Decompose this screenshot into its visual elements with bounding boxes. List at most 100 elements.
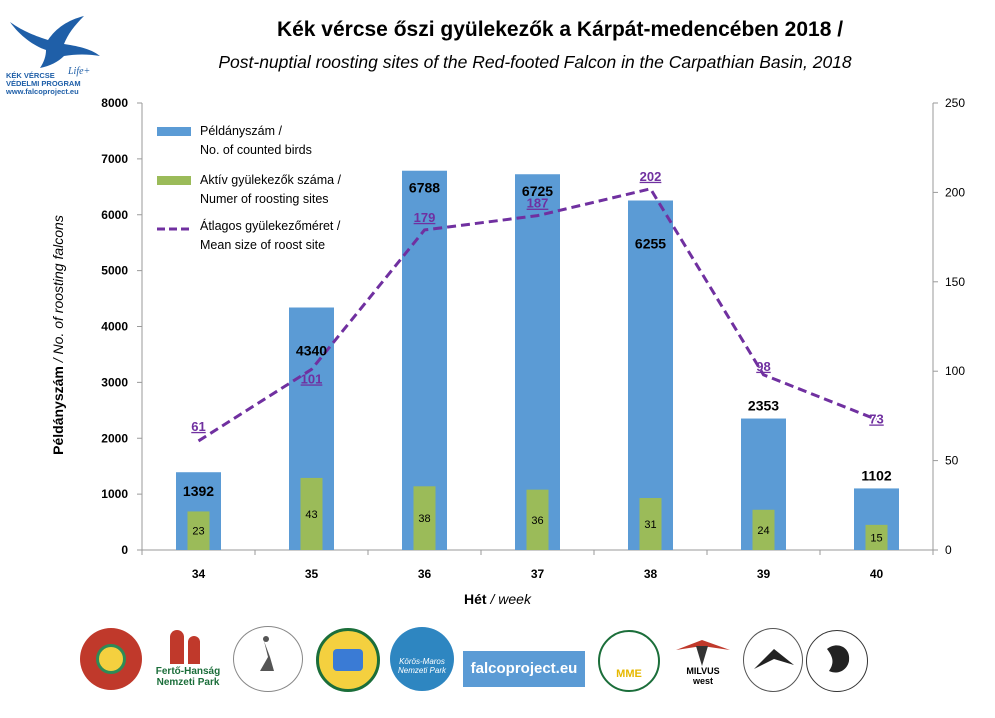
data-labels-group: 1392 4340 6788 6725 6255 2353 1102 23 43 38 36 31 24… xyxy=(183,169,892,545)
milvus-west-logo: MILVUS west xyxy=(672,630,734,692)
mme-text: MME xyxy=(616,668,642,680)
logo-life-text: Life+ xyxy=(67,66,90,77)
koros-maros-nemzeti-park-logo: Körös-Maros Nemzeti Park xyxy=(390,627,454,691)
data-label-counted-birds: 4340 xyxy=(296,343,327,359)
y-tick-label: 6000 xyxy=(101,208,128,222)
data-label-roosting-sites: 24 xyxy=(757,525,769,537)
data-label-counted-birds: 6725 xyxy=(522,183,553,199)
data-label-counted-birds: 6788 xyxy=(409,180,440,196)
x-tick-label: 34 xyxy=(192,567,206,581)
line-mean-size xyxy=(197,187,878,443)
data-label-roosting-sites: 38 xyxy=(418,513,430,525)
logo-line-3: www.falcoproject.eu xyxy=(6,87,79,96)
legend-label-counted-birds-1: Példányszám / xyxy=(200,124,283,138)
data-label-roosting-sites: 36 xyxy=(531,515,543,527)
legend-label-mean-size-1: Átlagos gyülekezőméret / xyxy=(200,218,341,233)
milvus-text-2: west xyxy=(692,676,713,686)
line-group xyxy=(197,187,878,443)
bar-roosting-sites xyxy=(752,509,775,550)
milvus-text-1: MILVUS xyxy=(686,666,720,676)
x-tick-label: 37 xyxy=(531,567,545,581)
koros-text-2: Nemzeti Park xyxy=(397,666,446,675)
x-tick-label: 36 xyxy=(418,567,432,581)
raptor-protection-slovakia-logo xyxy=(806,630,868,692)
hortobagyi-nemzeti-park-logo xyxy=(233,626,303,692)
koros-text-1: Körös-Maros xyxy=(399,657,445,666)
logo-caption: KÉK VÉRCSE VÉDELMI PROGRAM www.falcoproj… xyxy=(6,72,81,96)
x-axis-title: Hét / week xyxy=(0,591,995,607)
data-label-roosting-sites: 43 xyxy=(305,509,317,521)
ferto-text-2: Nemzeti Park xyxy=(156,677,220,688)
bar-counted-birds xyxy=(628,200,673,550)
y-tick-label: 8000 xyxy=(101,96,128,110)
bar-roosting-sites xyxy=(865,524,888,550)
kite-bird-icon xyxy=(676,640,730,666)
axes-group: 0 1000 2000 3000 4000 5000 6000 7000 8000 0 50 100 1… xyxy=(101,96,965,581)
bars-group xyxy=(176,170,899,550)
data-label-mean-size: 98 xyxy=(756,359,770,374)
crane-icon xyxy=(260,636,274,671)
ferto-hansag-nemzeti-park-logo: Fertő-Hanság Nemzeti Park xyxy=(150,630,226,690)
y-tick-label: 1000 xyxy=(101,487,128,501)
data-label-mean-size: 202 xyxy=(640,169,662,184)
bukki-flower-icon xyxy=(96,644,126,674)
logo-line-1: KÉK VÉRCSE xyxy=(6,71,55,80)
legend-swatch-counted-birds xyxy=(157,127,191,136)
raptor-head-icon xyxy=(827,645,850,673)
legend-label-counted-birds-2: No. of counted birds xyxy=(200,143,312,157)
bar-roosting-sites xyxy=(413,486,436,550)
logo-line-2: VÉDELMI PROGRAM xyxy=(6,79,81,88)
kiskunsagi-nemzeti-park-logo xyxy=(316,628,380,692)
y2-tick-label: 200 xyxy=(945,185,965,199)
legend-swatch-roosting-sites xyxy=(157,176,191,185)
y2-tick-label: 250 xyxy=(945,96,965,110)
data-label-counted-birds: 6255 xyxy=(635,236,666,252)
falcon-logo-icon: Life+ xyxy=(10,16,100,77)
data-label-roosting-sites: 23 xyxy=(192,526,204,538)
data-label-counted-birds: 2353 xyxy=(748,398,779,414)
y-tick-label: 0 xyxy=(121,543,128,557)
data-label-roosting-sites: 15 xyxy=(870,532,882,544)
y2-tick-label: 150 xyxy=(945,275,965,289)
mme-logo: MME xyxy=(598,630,660,692)
falcoproject-link[interactable]: falcoproject.eu xyxy=(463,651,585,687)
legend-label-roosting-sites-1: Aktív gyülekezők száma / xyxy=(200,173,342,187)
stork-logo xyxy=(743,628,803,692)
x-tick-label: 35 xyxy=(305,567,319,581)
bukki-nemzeti-park-logo xyxy=(80,628,142,690)
y-tick-label: 7000 xyxy=(101,152,128,166)
bar-counted-birds xyxy=(515,174,560,550)
x-tick-label: 39 xyxy=(757,567,771,581)
chart-subtitle: Post-nuptial roosting sites of the Red-f… xyxy=(218,52,852,72)
y-tick-label: 4000 xyxy=(101,320,128,334)
data-label-counted-birds: 1392 xyxy=(183,483,214,499)
y2-tick-label: 50 xyxy=(945,454,959,468)
bar-roosting-sites xyxy=(187,511,210,550)
chart-title: Kék vércse őszi gyülekezők a Kárpát-mede… xyxy=(276,18,844,41)
x-axis-title-bold: Hét xyxy=(464,591,487,607)
ferto-text-1: Fertő-Hanság xyxy=(155,666,221,677)
legend-label-roosting-sites-2: Numer of roosting sites xyxy=(200,192,329,206)
y-tick-label: 2000 xyxy=(101,431,128,445)
stork-icon xyxy=(754,649,794,669)
y2-tick-label: 100 xyxy=(945,364,965,378)
x-tick-label: 38 xyxy=(644,567,658,581)
chart-plot: 0 1000 2000 3000 4000 5000 6000 7000 8000 0 50 100 1… xyxy=(101,96,965,581)
bar-roosting-sites xyxy=(639,498,662,550)
data-label-mean-size: 61 xyxy=(191,419,205,434)
data-label-counted-birds: 1102 xyxy=(861,467,892,483)
y-tick-label: 3000 xyxy=(101,375,128,389)
x-axis-title-italic: / week xyxy=(486,591,531,607)
legend-label-mean-size-2: Mean size of roost site xyxy=(200,238,325,252)
data-label-mean-size: 73 xyxy=(869,411,883,426)
y-tick-label: 5000 xyxy=(101,264,128,278)
y2-tick-label: 0 xyxy=(945,543,952,557)
legend: Példányszám / No. of counted birds Aktív… xyxy=(157,124,342,252)
data-label-mean-size: 179 xyxy=(414,210,436,225)
data-label-roosting-sites: 31 xyxy=(644,519,656,531)
data-label-mean-size: 187 xyxy=(527,196,549,211)
bar-roosting-sites xyxy=(526,489,549,550)
data-label-mean-size: 101 xyxy=(301,371,323,386)
bar-roosting-sites xyxy=(300,477,323,550)
x-tick-label: 40 xyxy=(870,567,884,581)
